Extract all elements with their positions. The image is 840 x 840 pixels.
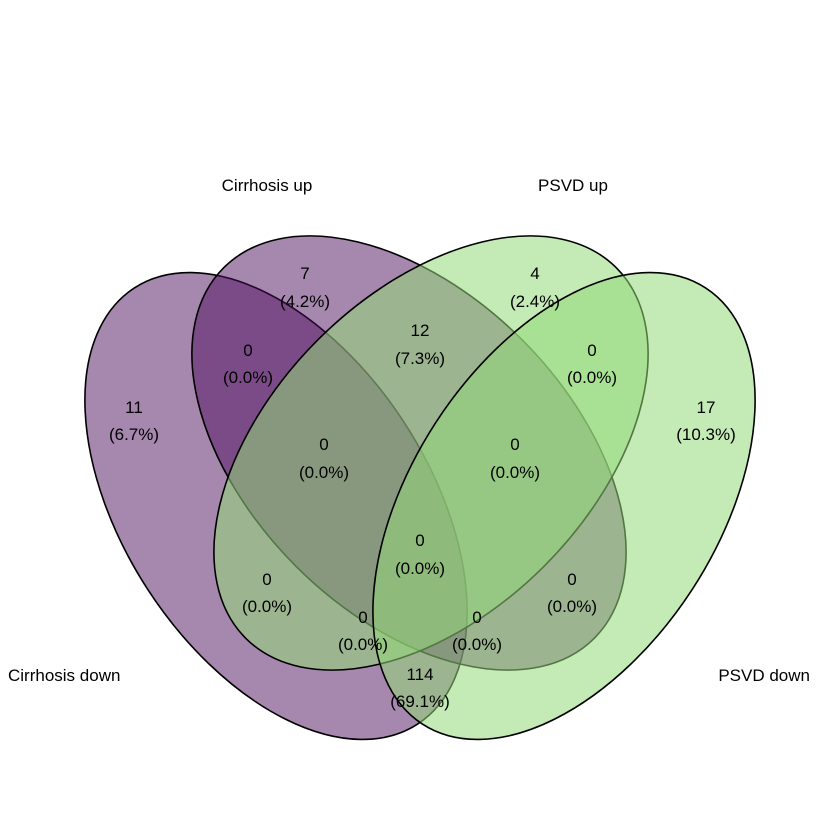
region-count: 0 bbox=[243, 341, 252, 360]
region-percent: (0.0%) bbox=[242, 597, 292, 616]
region-percent: (0.0%) bbox=[299, 463, 349, 482]
region-percent: (10.3%) bbox=[676, 425, 736, 444]
label-psvd-up: PSVD up bbox=[538, 176, 608, 195]
label-cirrhosis-down: Cirrhosis down bbox=[8, 666, 120, 685]
region-count: 0 bbox=[472, 608, 481, 627]
region-percent: (0.0%) bbox=[567, 368, 617, 387]
region-percent: (0.0%) bbox=[490, 463, 540, 482]
region-count: 114 bbox=[406, 665, 433, 684]
region-count: 7 bbox=[300, 264, 309, 283]
region-count: 0 bbox=[587, 341, 596, 360]
region-count: 0 bbox=[319, 435, 328, 454]
region-count: 0 bbox=[262, 570, 271, 589]
label-psvd-down: PSVD down bbox=[718, 666, 810, 685]
region-percent: (7.3%) bbox=[395, 349, 445, 368]
region-count: 17 bbox=[697, 398, 716, 417]
region-percent: (0.0%) bbox=[547, 597, 597, 616]
label-cirrhosis-up: Cirrhosis up bbox=[222, 176, 313, 195]
region-count: 0 bbox=[358, 608, 367, 627]
region-percent: (6.7%) bbox=[109, 425, 159, 444]
region-count: 0 bbox=[567, 570, 576, 589]
region-count: 0 bbox=[510, 435, 519, 454]
region-percent: (4.2%) bbox=[280, 292, 330, 311]
region-percent: (69.1%) bbox=[390, 692, 450, 711]
region-percent: (0.0%) bbox=[338, 635, 388, 654]
region-percent: (0.0%) bbox=[223, 368, 273, 387]
region-percent: (2.4%) bbox=[510, 292, 560, 311]
set-ellipse-psvd-down bbox=[372, 271, 756, 741]
region-percent: (0.0%) bbox=[452, 635, 502, 654]
region-percent: (0.0%) bbox=[395, 559, 445, 578]
region-count: 4 bbox=[530, 264, 539, 283]
region-count: 12 bbox=[411, 321, 430, 340]
region-count: 11 bbox=[125, 398, 143, 417]
region-count: 0 bbox=[415, 531, 424, 550]
